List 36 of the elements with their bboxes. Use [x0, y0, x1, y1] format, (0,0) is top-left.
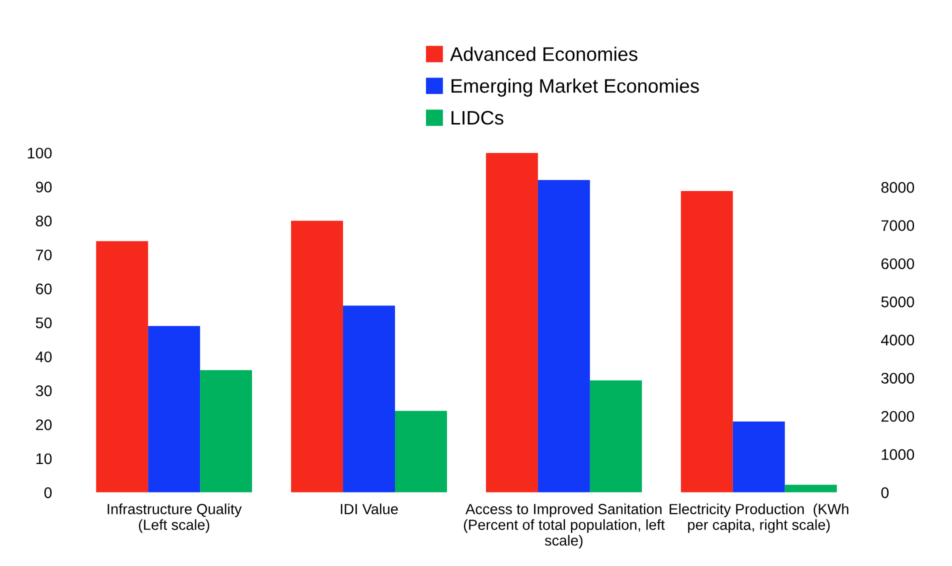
x-tick-label: Infrastructure Quality (Left scale) [108, 504, 242, 533]
y2-tick-label: 3000 [881, 372, 914, 384]
y-tick-label: 30 [36, 385, 52, 396]
bar [291, 220, 344, 492]
legend-label: Emerging Market Economies [452, 78, 699, 97]
y2-tick-label: 6000 [881, 258, 914, 270]
bar [200, 370, 252, 492]
bar [343, 306, 396, 492]
legend-label: LIDCs [452, 110, 504, 125]
bar [538, 180, 590, 492]
x-tick-label: IDI Value [340, 504, 398, 514]
y-tick-label: 40 [36, 351, 52, 362]
y-tick-label: 90 [36, 182, 52, 192]
y-tick-label: 50 [36, 317, 52, 328]
bar [148, 326, 200, 492]
bar [590, 380, 642, 492]
y-tick-label: 20 [36, 419, 52, 430]
y2-tick-label: 4000 [881, 334, 914, 346]
y-tick-label: 10 [36, 453, 52, 464]
y2-tick-label: 1000 [882, 449, 914, 460]
y2-tick-label: 0 [881, 487, 889, 498]
y2-tick-label: 2000 [881, 410, 914, 422]
y-tick-label: 70 [36, 250, 52, 260]
bar [96, 241, 148, 492]
y-tick-label: 100 [28, 148, 52, 159]
y2-tick-label: 5000 [881, 296, 914, 308]
y-tick-label: 0 [44, 487, 52, 498]
bar [395, 410, 447, 492]
legend-label: Advanced Economies [450, 46, 638, 62]
y2-tick-label: 8000 [881, 182, 914, 193]
x-tick-label: Access to Improved Sanitation (Percent of total population, left scale) [464, 504, 665, 549]
y-tick-label: 60 [36, 284, 52, 294]
y-tick-label: 80 [36, 216, 52, 226]
x-tick-label: Electricity Production (KWh per capita, right scale) [670, 504, 848, 533]
y2-tick-label: 7000 [881, 220, 914, 232]
bar [486, 152, 538, 492]
